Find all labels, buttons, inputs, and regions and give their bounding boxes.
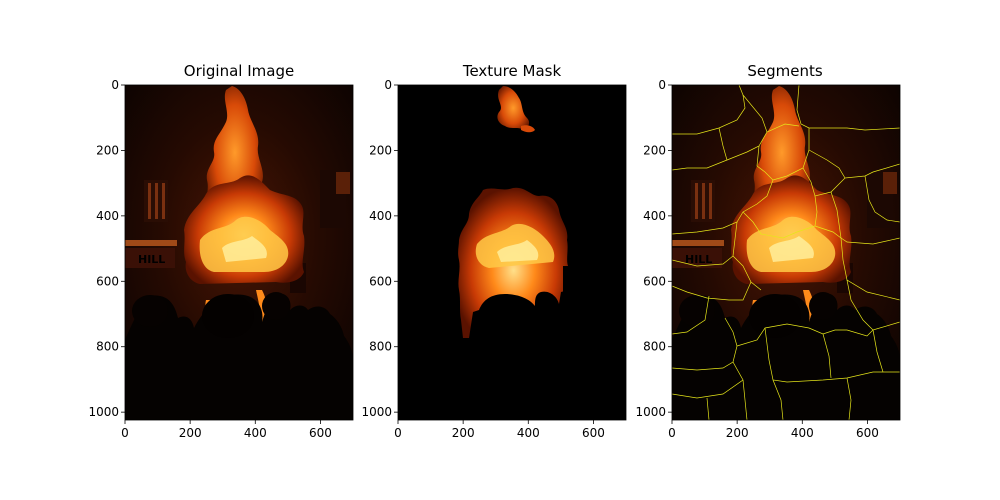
panel-title: Original Image	[184, 62, 294, 80]
x-tick-label: 400	[791, 426, 814, 440]
x-tick-label: 400	[517, 426, 540, 440]
x-tick-label: 600	[856, 426, 879, 440]
axis-ticks: 0 200 400 600 0 200 400 600 800 1000	[635, 78, 878, 440]
y-tick-label: 800	[643, 340, 666, 354]
segment-boundaries	[672, 85, 900, 420]
y-tick-label: 0	[384, 78, 392, 92]
panel-original-image: Original Image HILL 0 200 400 600 0 200 400 600…	[88, 62, 354, 440]
x-tick-label: 600	[309, 426, 332, 440]
shop-sign-text: HILL	[138, 253, 165, 266]
panel-title: Segments	[747, 62, 823, 80]
y-tick-label: 200	[643, 143, 666, 157]
y-tick-label: 200	[96, 143, 119, 157]
axes-frame	[124, 84, 354, 421]
x-tick-label: 400	[244, 426, 267, 440]
y-tick-label: 800	[96, 340, 119, 354]
x-tick-label: 200	[179, 426, 202, 440]
shop-sign-text: HILL	[685, 253, 712, 266]
x-tick-label: 200	[452, 426, 475, 440]
x-tick-label: 600	[582, 426, 605, 440]
y-tick-label: 600	[96, 274, 119, 288]
segments-image: HILL	[672, 85, 900, 420]
y-tick-label: 800	[369, 340, 392, 354]
texture-mask-image	[398, 85, 626, 420]
y-tick-label: 1000	[361, 405, 392, 419]
axes-frame	[397, 84, 627, 421]
x-tick-label: 0	[668, 426, 676, 440]
y-tick-label: 400	[96, 209, 119, 223]
x-tick-label: 0	[121, 426, 129, 440]
panel-texture-mask: Texture Mask 0 200 400 600 0 200 400 600 800 1000	[361, 62, 627, 440]
y-tick-label: 0	[111, 78, 119, 92]
x-tick-label: 0	[394, 426, 402, 440]
y-tick-label: 200	[369, 143, 392, 157]
y-tick-label: 1000	[88, 405, 119, 419]
y-tick-label: 600	[369, 274, 392, 288]
axis-ticks: 0 200 400 600 0 200 400 600 800 1000	[88, 78, 331, 440]
original-image: HILL	[125, 85, 353, 420]
x-tick-label: 200	[726, 426, 749, 440]
y-tick-label: 400	[369, 209, 392, 223]
axes-frame	[671, 84, 901, 421]
y-tick-label: 400	[643, 209, 666, 223]
y-tick-label: 0	[658, 78, 666, 92]
axis-ticks: 0 200 400 600 0 200 400 600 800 1000	[361, 78, 604, 440]
panel-segments: Segments HILL	[635, 62, 901, 440]
y-tick-label: 1000	[635, 405, 666, 419]
panel-title: Texture Mask	[462, 62, 562, 80]
y-tick-label: 600	[643, 274, 666, 288]
